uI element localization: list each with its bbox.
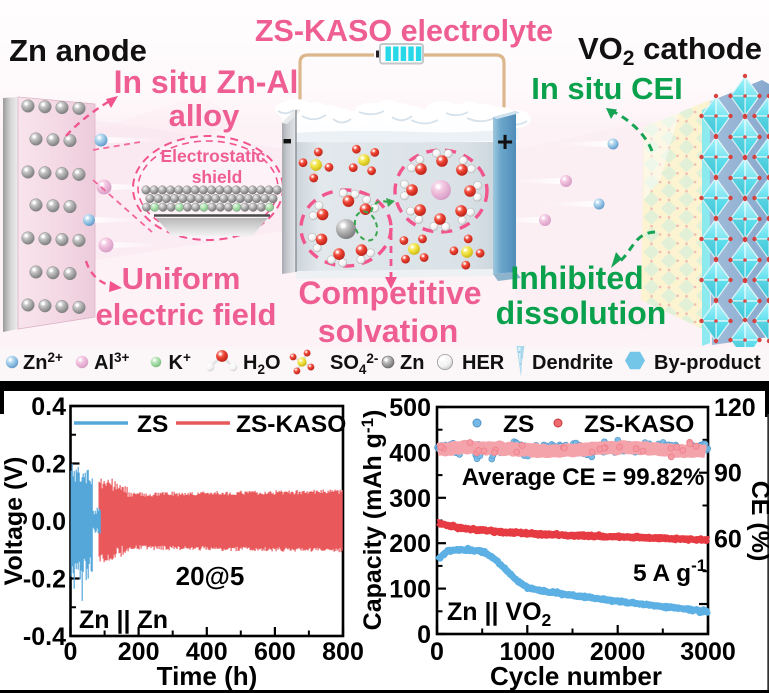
svg-text:VO2 cathode: VO2 cathode	[578, 31, 762, 70]
svg-text:60: 60	[714, 525, 742, 553]
svg-text:In situ Zn-Al: In situ Zn-Al	[114, 64, 299, 100]
svg-text:2000: 2000	[590, 638, 646, 666]
svg-text:Zn || Zn: Zn || Zn	[79, 606, 168, 634]
svg-text:HER: HER	[462, 352, 505, 374]
svg-text:shield: shield	[192, 167, 243, 187]
svg-text:Capacity (mAh g-1): Capacity (mAh g-1)	[358, 410, 387, 631]
svg-text:Inhibited: Inhibited	[510, 260, 643, 296]
svg-text:400: 400	[186, 638, 228, 666]
svg-text:Cycle number: Cycle number	[490, 661, 662, 691]
svg-text:0: 0	[430, 638, 444, 666]
svg-text:-0.2: -0.2	[23, 566, 66, 594]
svg-text:Electrostatic: Electrostatic	[160, 146, 265, 166]
svg-text:In situ CEI: In situ CEI	[531, 71, 683, 106]
svg-text:0: 0	[417, 621, 431, 649]
svg-text:Competitive: Competitive	[298, 275, 481, 311]
svg-text:100: 100	[389, 576, 431, 604]
svg-text:0.0: 0.0	[31, 508, 66, 536]
svg-text:Time (h): Time (h)	[157, 661, 258, 691]
svg-text:ZS: ZS	[503, 411, 534, 438]
svg-text:solvation: solvation	[318, 313, 458, 349]
svg-text:3000: 3000	[680, 638, 736, 666]
svg-text:200: 200	[118, 638, 160, 666]
svg-text:By-product: By-product	[654, 352, 761, 374]
svg-text:alloy: alloy	[169, 98, 240, 133]
svg-text:400: 400	[389, 439, 431, 467]
svg-text:200: 200	[389, 530, 431, 558]
svg-text:ZS-KASO: ZS-KASO	[236, 411, 346, 438]
svg-text:ZS-KASO: ZS-KASO	[584, 411, 694, 438]
svg-text:800: 800	[322, 638, 364, 666]
svg-text:Average CE = 99.82%: Average CE = 99.82%	[462, 464, 705, 491]
svg-text:Voltage (V): Voltage (V)	[0, 457, 28, 586]
svg-text:Zn anode: Zn anode	[9, 33, 147, 68]
svg-text:0: 0	[64, 638, 78, 666]
svg-text:ZS: ZS	[137, 411, 168, 438]
svg-text:ZS-KASO electrolyte: ZS-KASO electrolyte	[255, 14, 553, 48]
svg-text:Zn || VO2: Zn || VO2	[447, 598, 552, 630]
svg-text:+: +	[497, 126, 513, 157]
svg-text:electric field: electric field	[96, 297, 277, 332]
svg-text:dissolution: dissolution	[496, 295, 667, 331]
svg-text:1000: 1000	[500, 638, 556, 666]
svg-text:0.2: 0.2	[31, 451, 66, 479]
svg-text:CE (%): CE (%)	[746, 481, 769, 562]
svg-text:600: 600	[254, 638, 296, 666]
svg-text:500: 500	[389, 394, 431, 422]
svg-text:-0.4: -0.4	[23, 623, 66, 651]
svg-text:0.4: 0.4	[31, 393, 66, 421]
svg-text:120: 120	[714, 394, 756, 422]
svg-text:90: 90	[714, 460, 742, 488]
svg-text:300: 300	[389, 485, 431, 513]
svg-text:Dendrite: Dendrite	[532, 352, 613, 374]
svg-text:20@5: 20@5	[176, 561, 245, 591]
svg-text:Zn: Zn	[400, 352, 424, 374]
svg-text:H2O: H2O	[243, 352, 281, 377]
svg-text:Uniform: Uniform	[122, 261, 241, 296]
